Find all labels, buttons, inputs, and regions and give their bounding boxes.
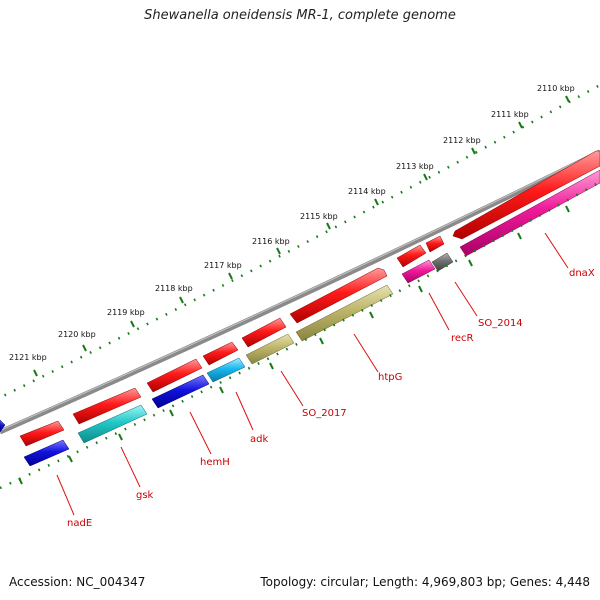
gene-feature-htpG	[295, 284, 394, 342]
gene-label-recR: recR	[451, 333, 474, 344]
tick-label-2116: 2116 kbp	[252, 237, 290, 246]
gene-label-dnaX: dnaX	[569, 268, 595, 279]
tick-label-2114: 2114 kbp	[348, 187, 386, 196]
genome-backbone	[0, 149, 600, 435]
gene-feature-forward	[19, 420, 65, 447]
accession-text: Accession: NC_004347	[9, 575, 146, 589]
tick-label-2121: 2121 kbp	[9, 353, 47, 362]
gene-feature-SO_2017	[245, 333, 295, 365]
tick-label-2118: 2118 kbp	[155, 284, 193, 293]
gene-label-SO_2014: SO_2014	[478, 318, 523, 329]
gene-label-htpG: htpG	[378, 372, 402, 383]
gene-feature-hemH	[151, 374, 210, 409]
outer-tick-track	[0, 83, 600, 399]
genome-summary-text: Topology: circular; Length: 4,969,803 bp…	[260, 575, 590, 589]
gene-feature-dnaX	[459, 169, 600, 257]
tick-label-2120: 2120 kbp	[58, 330, 96, 339]
gene-feature-forward	[396, 244, 427, 268]
gene-feature-forward	[72, 387, 142, 425]
gene-label-nadE: nadE	[67, 518, 92, 529]
tick-label-2113: 2113 kbp	[396, 162, 434, 171]
gene-label-leaders	[56, 232, 569, 516]
gene-labels: dnaX SO_2014 recR htpG SO_2017 adk hemH …	[67, 268, 595, 529]
gene-feature-adk	[206, 357, 246, 383]
tick-label-2112: 2112 kbp	[443, 136, 481, 145]
gene-label-adk: adk	[250, 434, 268, 445]
gene-feature-nadE	[23, 439, 70, 467]
gene-feature-forward	[425, 235, 445, 253]
tick-label-2111: 2111 kbp	[491, 110, 529, 119]
forward-strand-genes	[0, 150, 600, 447]
second-strand-genes	[23, 169, 600, 467]
gene-feature-forward	[0, 419, 6, 433]
gene-feature-forward	[241, 317, 287, 348]
tick-label-2119: 2119 kbp	[107, 308, 145, 317]
gene-feature-SO_2014	[431, 252, 454, 272]
gene-feature-gsk	[77, 404, 148, 444]
gene-feature-recR	[401, 259, 436, 284]
map-title: Shewanella oneidensis MR-1, complete gen…	[144, 8, 456, 23]
tick-label-2110: 2110 kbp	[537, 84, 575, 93]
tick-label-2117: 2117 kbp	[204, 261, 242, 270]
gene-feature-forward	[202, 341, 239, 366]
gene-label-gsk: gsk	[136, 490, 154, 501]
gene-label-SO_2017: SO_2017	[302, 408, 347, 419]
gene-label-hemH: hemH	[200, 457, 230, 468]
kbp-tick-labels: 2110 kbp 2111 kbp 2112 kbp 2113 kbp 2114…	[9, 84, 575, 362]
gene-feature-forward	[146, 358, 203, 393]
gene-feature-forward	[452, 150, 600, 240]
gene-feature-forward	[289, 267, 388, 324]
tick-label-2115: 2115 kbp	[300, 212, 338, 221]
inner-tick-track	[0, 180, 600, 490]
